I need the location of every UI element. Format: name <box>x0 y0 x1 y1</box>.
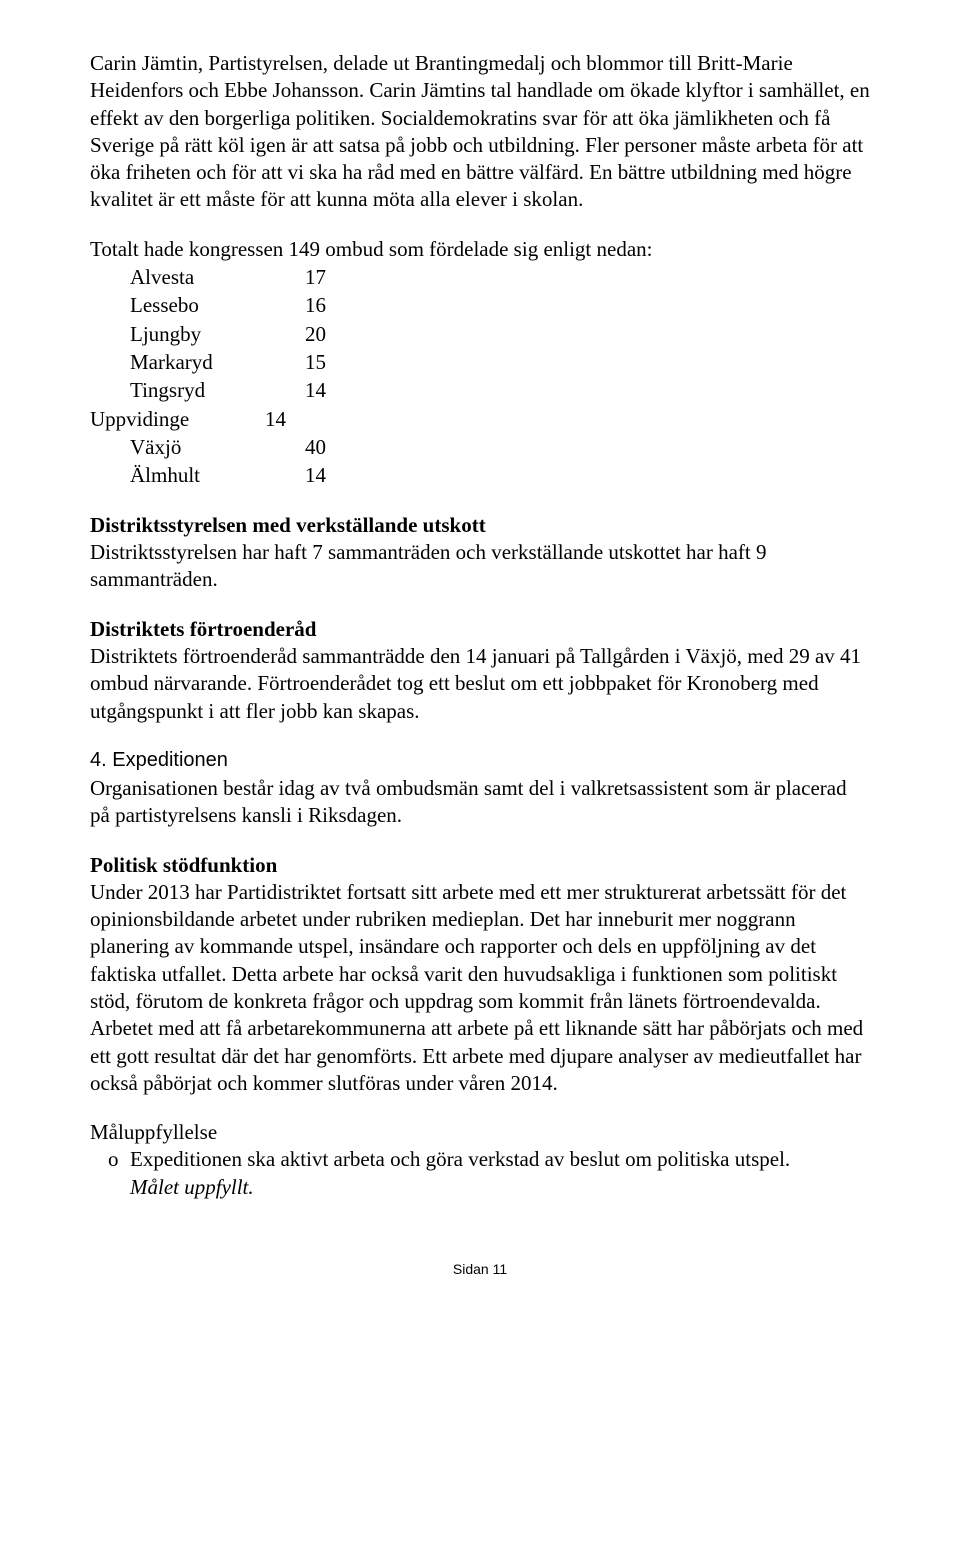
section-heading: 4. Expeditionen <box>90 747 870 773</box>
section-fortroenderad: Distriktets förtroenderåd Distriktets fö… <box>90 616 870 725</box>
section-maluppfyllelse: Måluppfyllelse oExpeditionen ska aktivt … <box>90 1119 870 1201</box>
section-distriktsstyrelsen: Distriktsstyrelsen med verkställande uts… <box>90 512 870 594</box>
table-row: Alvesta17 <box>90 263 870 291</box>
delegate-label: Markaryd <box>90 348 305 376</box>
table-row: Tingsryd14 <box>90 376 870 404</box>
paragraph-intro: Carin Jämtin, Partistyrelsen, delade ut … <box>90 50 870 214</box>
mal-title: Måluppfyllelse <box>90 1119 870 1146</box>
page: Carin Jämtin, Partistyrelsen, delade ut … <box>0 0 960 1317</box>
mal-bullet-line: oExpeditionen ska aktivt arbeta och göra… <box>90 1146 870 1173</box>
table-row: Ljungby20 <box>90 320 870 348</box>
delegate-label: Växjö <box>90 433 305 461</box>
section-text: Distriktets förtroenderåd sammanträdde d… <box>90 643 870 725</box>
section-title: Distriktets förtroenderåd <box>90 616 870 643</box>
delegate-value: 40 <box>305 433 365 461</box>
delegate-value: 17 <box>305 263 365 291</box>
delegates-block: Totalt hade kongressen 149 ombud som för… <box>90 236 870 490</box>
mal-fulfilled: Målet uppfyllt. <box>90 1174 870 1201</box>
section-text: Under 2013 har Partidistriktet fortsatt … <box>90 879 870 1097</box>
table-row: Lessebo16 <box>90 291 870 319</box>
delegate-value: 14 <box>265 405 325 433</box>
section-text: Distriktsstyrelsen har haft 7 sammanträd… <box>90 539 870 594</box>
table-row: Älmhult14 <box>90 461 870 489</box>
delegate-value: 14 <box>305 461 365 489</box>
delegate-label: Uppvidinge <box>90 405 265 433</box>
bullet-icon: o <box>108 1146 130 1173</box>
section-text: Organisationen består idag av två ombuds… <box>90 775 870 830</box>
delegates-lead: Totalt hade kongressen 149 ombud som för… <box>90 236 870 263</box>
delegate-value: 15 <box>305 348 365 376</box>
mal-text: Expeditionen ska aktivt arbeta och göra … <box>130 1147 790 1171</box>
table-row: Uppvidinge14 <box>90 405 870 433</box>
delegate-value: 20 <box>305 320 365 348</box>
delegate-label: Ljungby <box>90 320 305 348</box>
delegate-label: Alvesta <box>90 263 305 291</box>
delegates-table: Alvesta17Lessebo16Ljungby20Markaryd15Tin… <box>90 263 870 490</box>
section-politisk-stod: Politisk stödfunktion Under 2013 har Par… <box>90 852 870 1098</box>
table-row: Markaryd15 <box>90 348 870 376</box>
table-row: Växjö40 <box>90 433 870 461</box>
delegate-value: 14 <box>305 376 365 404</box>
delegate-label: Älmhult <box>90 461 305 489</box>
delegate-label: Lessebo <box>90 291 305 319</box>
delegate-value: 16 <box>305 291 365 319</box>
delegate-label: Tingsryd <box>90 376 305 404</box>
section-title: Distriktsstyrelsen med verkställande uts… <box>90 512 870 539</box>
section-expeditionen: 4. Expeditionen Organisationen består id… <box>90 747 870 830</box>
section-title: Politisk stödfunktion <box>90 852 870 879</box>
page-footer: Sidan 11 <box>90 1261 870 1277</box>
